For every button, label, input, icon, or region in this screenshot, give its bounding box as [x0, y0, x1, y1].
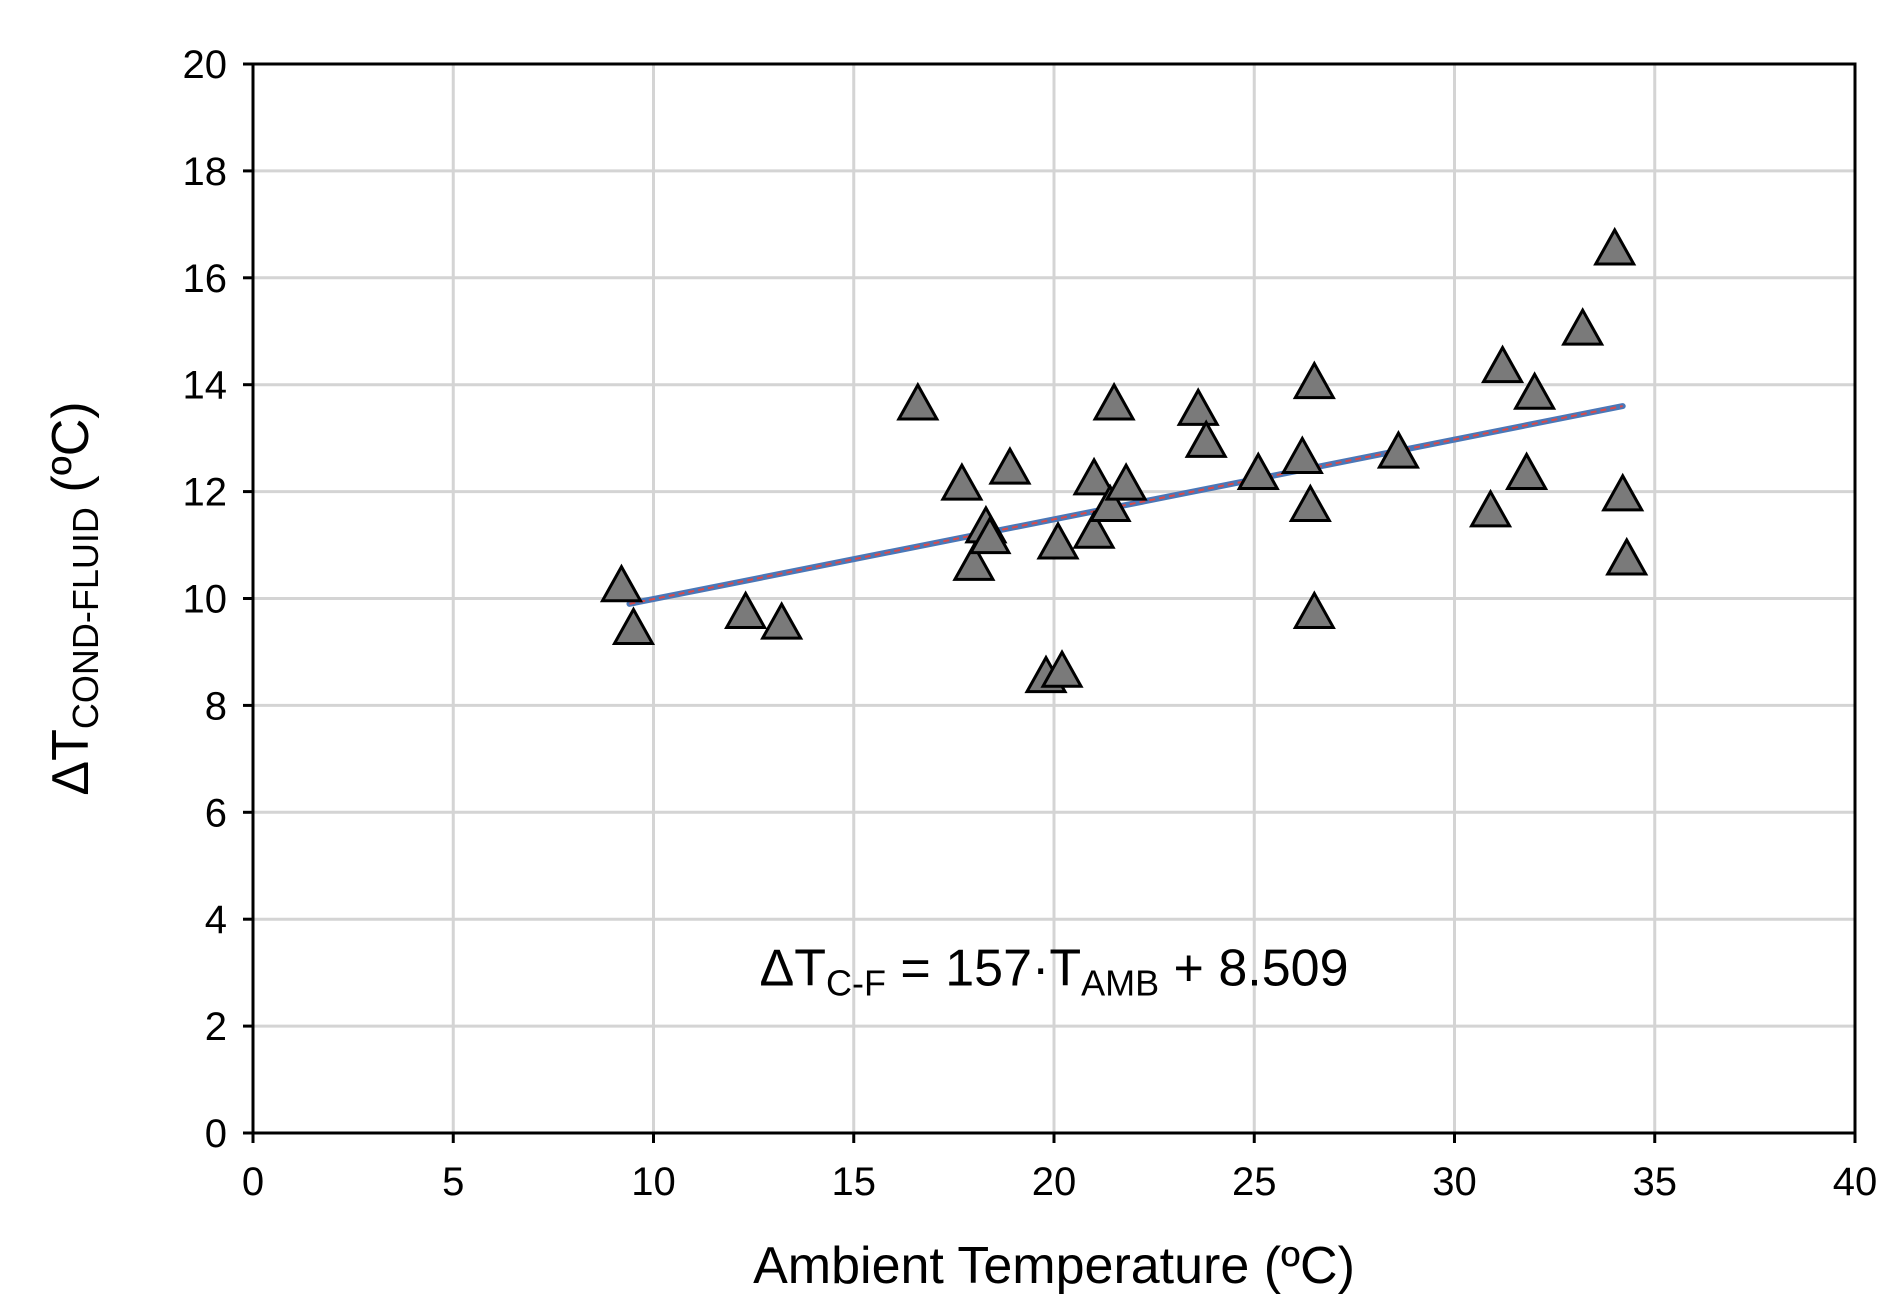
x-tick-label: 15 — [832, 1160, 877, 1204]
data-point-triangle — [940, 462, 984, 501]
data-point-triangle — [896, 381, 940, 421]
data-point-triangle — [1292, 590, 1336, 629]
data-point-triangle — [1605, 536, 1649, 576]
data-point-triangle — [1072, 456, 1116, 496]
y-tick-label: 4 — [205, 898, 227, 942]
data-point-triangle — [968, 515, 1012, 555]
data-point-triangle — [760, 601, 804, 640]
data-point-triangle — [1036, 520, 1080, 560]
data-point-triangle — [1040, 649, 1084, 688]
data-point-triangle — [952, 542, 996, 581]
y-tick-label: 6 — [205, 791, 227, 835]
y-axis-title-suffix: (ºC) — [42, 401, 100, 507]
y-tick-label: 12 — [183, 471, 228, 515]
equation-delta-t: ΔT — [760, 939, 827, 997]
x-tick-label: 35 — [1633, 1160, 1678, 1204]
data-point-triangle — [1092, 381, 1136, 421]
x-tick-label: 20 — [1032, 1160, 1077, 1204]
data-points — [599, 226, 1649, 694]
data-point-triangle — [1072, 510, 1116, 549]
data-point-triangle — [1601, 472, 1645, 512]
data-point-triangle — [611, 606, 656, 645]
data-point-triangle — [1593, 226, 1637, 266]
y-tick-label: 10 — [183, 578, 228, 622]
x-tick-label: 5 — [442, 1160, 464, 1204]
data-point-triangle — [1176, 387, 1220, 426]
x-tick-label: 40 — [1833, 1160, 1878, 1204]
data-point-triangle — [1376, 430, 1420, 469]
data-point-triangle — [1468, 488, 1513, 528]
y-tick-label: 0 — [205, 1112, 227, 1156]
data-point-triangle — [1280, 435, 1324, 474]
y-tick-label: 8 — [205, 684, 227, 728]
x-tick-label: 10 — [631, 1160, 676, 1204]
equation-middle: = 157·T — [886, 939, 1081, 997]
data-point-triangle — [988, 446, 1032, 485]
x-tick-label: 30 — [1432, 1160, 1477, 1204]
x-tick-label: 25 — [1232, 1160, 1277, 1204]
y-tick-label: 18 — [183, 150, 228, 194]
x-axis-ticks: 0 5 10 15 20 25 30 35 40 — [242, 1133, 1877, 1204]
y-axis-ticks: 0 2 4 6 8 10 12 14 16 18 20 — [183, 43, 253, 1156]
gridlines — [253, 64, 1855, 1133]
y-tick-label: 20 — [183, 43, 228, 87]
y-tick-label: 16 — [183, 257, 228, 301]
y-tick-label: 2 — [205, 1005, 227, 1049]
data-point-triangle — [1104, 462, 1148, 501]
y-tick-label: 14 — [183, 364, 228, 408]
data-point-triangle — [1184, 419, 1228, 458]
x-tick-label: 0 — [242, 1160, 264, 1204]
data-point-triangle — [599, 563, 644, 603]
y-axis-title: ΔTCOND-FLUID (ºC) — [42, 401, 106, 795]
trendline-group — [626, 403, 1626, 607]
data-point-triangle — [1292, 360, 1336, 400]
data-point-triangle — [724, 590, 768, 629]
y-axis-title-subscript: COND-FLUID — [65, 507, 106, 729]
equation-subscript-amb: AMB — [1081, 962, 1159, 1003]
x-axis-title: Ambient Temperature (ºC) — [753, 1237, 1355, 1295]
equation-subscript-cf: C-F — [826, 962, 886, 1003]
equation-suffix: + 8.509 — [1159, 939, 1348, 997]
regression-equation: ΔTC-F = 157·TAMB + 8.509 — [760, 939, 1349, 1003]
data-point-triangle — [1288, 483, 1332, 523]
data-point-triangle — [1481, 344, 1525, 384]
data-point-triangle — [1088, 483, 1132, 523]
data-point-triangle — [1505, 451, 1549, 490]
data-point-triangle — [1236, 451, 1280, 490]
data-point-triangle — [1561, 307, 1605, 346]
data-point-triangle — [1513, 371, 1557, 410]
trendline-inner — [629, 405, 1623, 605]
y-axis-title-main: ΔT — [42, 729, 100, 796]
